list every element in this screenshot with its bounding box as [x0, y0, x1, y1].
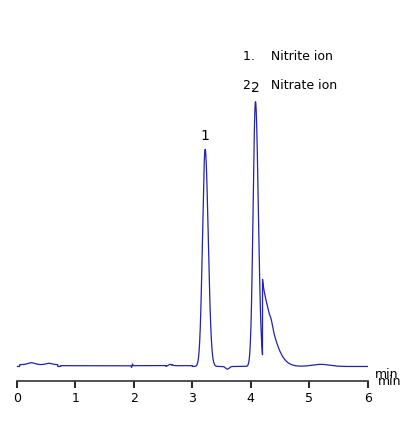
Text: 2: 2: [251, 81, 260, 95]
Text: 1: 1: [201, 129, 209, 143]
Text: min: min: [378, 375, 402, 388]
Text: 2.    Nitrate ion: 2. Nitrate ion: [243, 79, 337, 92]
Text: 1.    Nitrite ion: 1. Nitrite ion: [243, 50, 333, 63]
Text: min: min: [375, 368, 398, 381]
